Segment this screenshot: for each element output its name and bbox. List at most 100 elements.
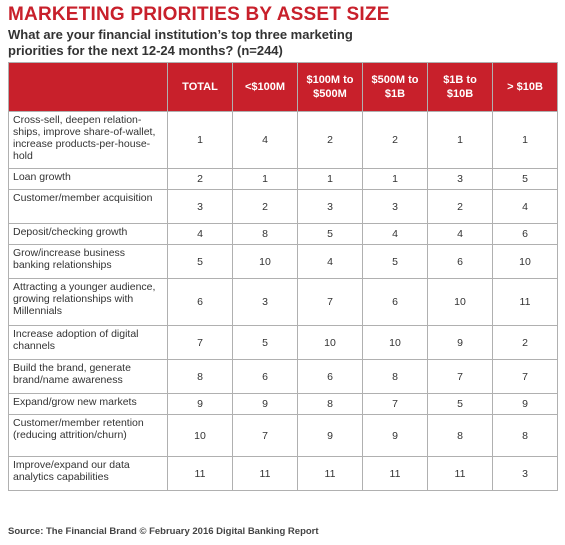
column-header-over-10b: > $10B: [492, 62, 558, 112]
rank-cell: 1: [297, 168, 363, 190]
row-label: Customer/member acquisition: [8, 189, 168, 224]
rank-cell: 1: [232, 168, 298, 190]
rank-cell: 2: [167, 168, 233, 190]
rank-cell: 1: [492, 111, 558, 169]
rank-cell: 2: [492, 325, 558, 360]
rank-cell: 6: [492, 223, 558, 245]
rank-cell: 10: [167, 414, 233, 457]
header-corner-cell: [8, 62, 168, 112]
rank-cell: 6: [362, 278, 428, 326]
rank-cell: 4: [297, 244, 363, 279]
table-row: Improve/expand our data analytics capabi…: [8, 456, 558, 491]
row-label: Deposit/checking growth: [8, 223, 168, 245]
table-row: Attracting a younger audience, growing r…: [8, 278, 558, 326]
rank-cell: 10: [232, 244, 298, 279]
rank-cell: 9: [232, 393, 298, 415]
column-header-under-100m: <$100M: [232, 62, 298, 112]
rank-cell: 8: [492, 414, 558, 457]
rank-cell: 9: [167, 393, 233, 415]
rank-cell: 8: [362, 359, 428, 394]
rank-cell: 10: [362, 325, 428, 360]
rank-cell: 8: [427, 414, 493, 457]
source-note: Source: The Financial Brand © February 2…: [8, 526, 319, 537]
rank-cell: 2: [232, 189, 298, 224]
rank-cell: 9: [297, 414, 363, 457]
row-label: Improve/expand our data analytics capabi…: [8, 456, 168, 491]
column-header-1b-10b: $1B to $10B: [427, 62, 493, 112]
table-body: Cross-sell, deepen relation-ships, impro…: [8, 111, 558, 491]
rank-cell: 7: [427, 359, 493, 394]
rank-cell: 5: [427, 393, 493, 415]
row-label: Build the brand, generate brand/name awa…: [8, 359, 168, 394]
rank-cell: 2: [297, 111, 363, 169]
rank-cell: 3: [362, 189, 428, 224]
row-label: Cross-sell, deepen relation-ships, impro…: [8, 111, 168, 169]
rank-cell: 1: [167, 111, 233, 169]
rank-cell: 4: [362, 223, 428, 245]
rank-cell: 9: [362, 414, 428, 457]
rank-cell: 5: [232, 325, 298, 360]
rank-cell: 4: [492, 189, 558, 224]
column-header-500m-1b: $500M to $1B: [362, 62, 428, 112]
row-label: Increase adoption of digital channels: [8, 325, 168, 360]
rank-cell: 11: [362, 456, 428, 491]
rank-cell: 7: [362, 393, 428, 415]
rank-cell: 10: [492, 244, 558, 279]
column-header-total: TOTAL: [167, 62, 233, 112]
rank-cell: 11: [492, 278, 558, 326]
rank-cell: 5: [492, 168, 558, 190]
rank-cell: 10: [427, 278, 493, 326]
rank-cell: 7: [297, 278, 363, 326]
rank-cell: 5: [167, 244, 233, 279]
rank-cell: 6: [232, 359, 298, 394]
row-label: Customer/member retention (reducing attr…: [8, 414, 168, 457]
rank-cell: 5: [362, 244, 428, 279]
rank-cell: 6: [297, 359, 363, 394]
rank-cell: 1: [427, 111, 493, 169]
row-label: Expand/grow new markets: [8, 393, 168, 415]
rank-cell: 11: [297, 456, 363, 491]
rank-cell: 5: [297, 223, 363, 245]
rank-cell: 11: [427, 456, 493, 491]
rank-cell: 9: [427, 325, 493, 360]
rank-cell: 6: [167, 278, 233, 326]
rank-cell: 3: [427, 168, 493, 190]
rank-cell: 10: [297, 325, 363, 360]
rank-cell: 3: [492, 456, 558, 491]
rank-cell: 2: [427, 189, 493, 224]
header-row: TOTAL <$100M $100M to $500M $500M to $1B…: [8, 62, 558, 112]
rank-cell: 1: [362, 168, 428, 190]
rank-cell: 11: [232, 456, 298, 491]
row-label: Loan growth: [8, 168, 168, 190]
column-header-100m-500m: $100M to $500M: [297, 62, 363, 112]
rank-cell: 9: [492, 393, 558, 415]
rank-cell: 11: [167, 456, 233, 491]
rank-cell: 3: [232, 278, 298, 326]
rank-cell: 4: [427, 223, 493, 245]
priorities-table: TOTAL <$100M $100M to $500M $500M to $1B…: [8, 62, 558, 491]
table-row: Customer/member retention (reducing attr…: [8, 414, 558, 457]
rank-cell: 7: [232, 414, 298, 457]
table-row: Build the brand, generate brand/name awa…: [8, 359, 558, 394]
table-row: Cross-sell, deepen relation-ships, impro…: [8, 111, 558, 169]
rank-cell: 4: [232, 111, 298, 169]
chart-title: MARKETING PRIORITIES BY ASSET SIZE: [8, 4, 390, 25]
rank-cell: 7: [167, 325, 233, 360]
table-row: Customer/member acquisition 3 2 3 3 2 4: [8, 189, 558, 224]
rank-cell: 8: [297, 393, 363, 415]
table-row: Expand/grow new markets 9 9 8 7 5 9: [8, 393, 558, 415]
table-row: Grow/increase business banking relations…: [8, 244, 558, 279]
rank-cell: 3: [167, 189, 233, 224]
row-label: Grow/increase business banking relations…: [8, 244, 168, 279]
rank-cell: 3: [297, 189, 363, 224]
rank-cell: 7: [492, 359, 558, 394]
table-row: Loan growth 2 1 1 1 3 5: [8, 168, 558, 190]
rank-cell: 8: [167, 359, 233, 394]
rank-cell: 6: [427, 244, 493, 279]
rank-cell: 2: [362, 111, 428, 169]
rank-cell: 4: [167, 223, 233, 245]
rank-cell: 8: [232, 223, 298, 245]
table-row: Deposit/checking growth 4 8 5 4 4 6: [8, 223, 558, 245]
chart-subtitle: What are your financial institution’s to…: [8, 27, 353, 58]
table-row: Increase adoption of digital channels 7 5 1…: [8, 325, 558, 360]
